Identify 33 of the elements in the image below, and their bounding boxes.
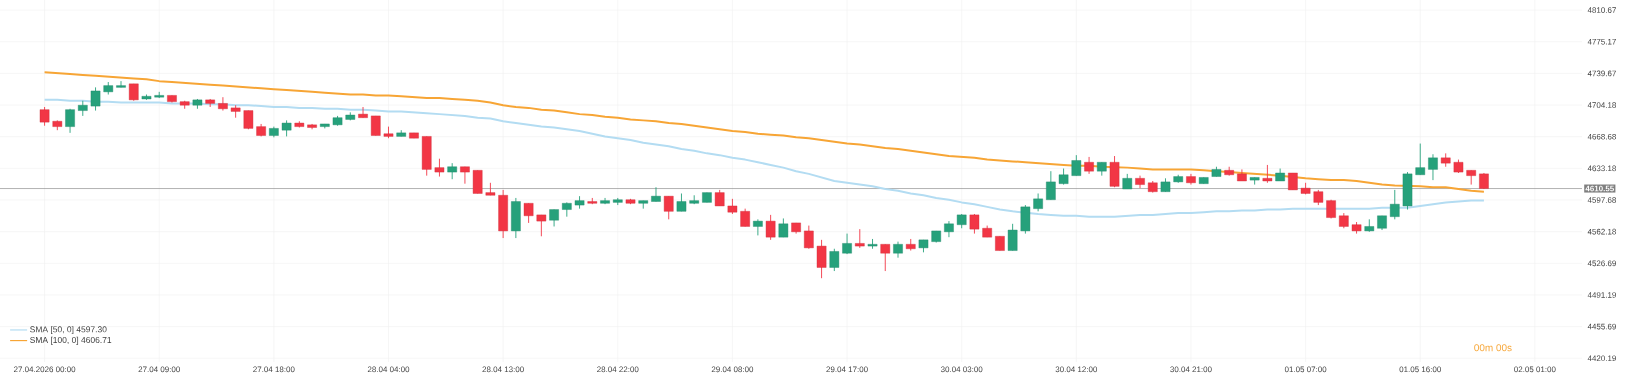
candlestick — [1071, 154, 1082, 177]
legend-label: SMA [50, 0] 4597.30 — [30, 326, 107, 335]
candlestick — [472, 169, 483, 194]
candlestick — [880, 243, 891, 272]
candlestick — [778, 218, 789, 238]
candlestick — [1389, 189, 1400, 220]
candlestick — [1007, 223, 1018, 251]
candlestick — [651, 186, 661, 202]
candlestick — [358, 106, 368, 119]
candlestick — [663, 195, 674, 220]
candlestick — [1135, 175, 1145, 189]
candlestick — [804, 225, 814, 250]
candlestick — [90, 86, 101, 112]
candlestick — [1084, 156, 1094, 175]
candlestick — [944, 220, 954, 238]
candlestick — [1046, 170, 1056, 201]
candlestick — [116, 80, 126, 88]
candlestick — [523, 202, 534, 224]
candlestick — [536, 214, 547, 237]
candlestick — [370, 115, 381, 136]
candlestick — [39, 106, 50, 127]
candlestick — [765, 214, 776, 241]
candlestick — [855, 228, 865, 249]
candlestick — [753, 218, 763, 236]
legend-label: SMA [100, 0] 4606.71 — [30, 336, 112, 345]
candlestick — [65, 108, 75, 134]
annotation: 00m 00s — [1474, 344, 1512, 352]
candlestick — [218, 96, 228, 112]
candlestick — [460, 166, 470, 185]
candlestick — [816, 239, 827, 279]
candlestick — [829, 248, 840, 272]
candlestick — [1415, 143, 1426, 176]
candlestick — [1428, 153, 1438, 181]
